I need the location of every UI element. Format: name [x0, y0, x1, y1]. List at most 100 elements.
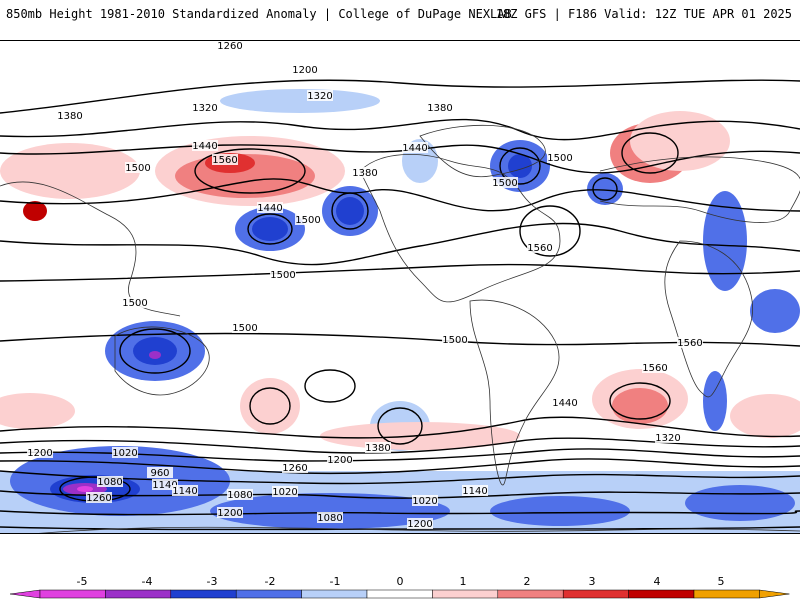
contour-label: 1200: [27, 448, 52, 459]
contour-label: 1560: [677, 338, 702, 349]
colorbar-segment: [432, 589, 499, 599]
contour-label-bg: [57, 110, 83, 121]
contour-label-bg: [192, 140, 218, 151]
contour-label-bg: [147, 467, 173, 478]
contour-label: 1500: [232, 323, 257, 334]
anomaly-map: 1260 1200 1320 1380 1320 1380 1440 1500 1560 1500…: [0, 41, 800, 533]
contour-label-bg: [217, 41, 243, 51]
contour-label: 1500: [125, 163, 150, 174]
colorbar-segment: [170, 589, 237, 599]
colorbar-segment: [235, 589, 302, 599]
contour-label-bg: [655, 432, 681, 443]
contour-label-bg: [272, 486, 298, 497]
header: 850mb Height 1981-2010 Standardized Anom…: [0, 0, 800, 28]
contour-label-bg: [125, 162, 151, 173]
contour-label: 1080: [317, 513, 342, 524]
contour-label: 1320: [192, 103, 217, 114]
colorbar-segment: [693, 589, 760, 599]
model-run-title: 18Z GFS | F186 Valid: 12Z TUE APR 01 202…: [495, 7, 792, 21]
contour-label: 1080: [227, 490, 252, 501]
contour-label: 1560: [527, 243, 552, 254]
contour-label-bg: [402, 142, 428, 153]
contour-label-bg: [327, 454, 353, 465]
colorbar-tick-label: -1: [329, 575, 341, 588]
contour-label-bg: [317, 512, 343, 523]
contour-label: 1500: [270, 270, 295, 281]
colorbar-segment: [562, 589, 629, 599]
contour-label: 1440: [257, 203, 282, 214]
contour-label-bg: [295, 214, 321, 225]
contour-label-bg: [212, 154, 238, 165]
contour-label: 1260: [217, 41, 242, 52]
colorbar-left-arrow: [9, 589, 41, 599]
contour-label-bg: [407, 518, 433, 529]
contour-label: 1200: [217, 508, 242, 519]
colorbar-tick-label: 1: [459, 575, 467, 588]
contour-label: 1020: [112, 448, 137, 459]
contour-label-bg: [112, 447, 138, 458]
contour-label-bg: [552, 397, 578, 408]
colorbar-segment: [628, 589, 695, 599]
map-panel: 1260 1200 1320 1380 1320 1380 1440 1500 1560 1500…: [0, 40, 800, 534]
contour-label-bg: [282, 462, 308, 473]
product-title: 850mb Height 1981-2010 Standardized Anom…: [6, 7, 512, 21]
colorbar-strip: [9, 589, 790, 599]
contour-label: 1560: [212, 155, 237, 166]
contour-label-bg: [257, 202, 283, 213]
colorbar-segment: [105, 589, 172, 599]
contour-label-bg: [492, 177, 518, 188]
colorbar-right-arrow: [759, 589, 790, 599]
contour-label: 1020: [412, 496, 437, 507]
contour-label-bg: [427, 102, 453, 113]
contour-label: 1200: [327, 455, 352, 466]
colorbar-tick-label: 5: [717, 575, 725, 588]
colorbar-segment: [301, 589, 368, 599]
contour-label-bg: [227, 489, 253, 500]
colorbar-tick-label: 4: [653, 575, 661, 588]
contour-label-bg: [547, 152, 573, 163]
contour-label: 1500: [122, 298, 147, 309]
contour-label: 1380: [427, 103, 452, 114]
colorbar-segment: [39, 589, 106, 599]
contour-label-bg: [270, 269, 296, 280]
contour-label-bg: [307, 90, 333, 101]
contour-label: 1440: [192, 141, 217, 152]
contour-label-bg: [442, 334, 468, 345]
colorbar-tick-label: 0: [396, 575, 404, 588]
contour-label-bg: [527, 242, 553, 253]
colorbar-tick-label: 2: [523, 575, 531, 588]
contour-label-bg: [412, 495, 438, 506]
contour-label: 1380: [365, 443, 390, 454]
contour-label: 1440: [402, 143, 427, 154]
contour-label: 1500: [547, 153, 572, 164]
colorbar-segment: [497, 589, 564, 599]
contour-label-bg: [122, 297, 148, 308]
contour-label: 1140: [462, 486, 487, 497]
contour-label: 1560: [642, 363, 667, 374]
colorbar-segment: [366, 589, 433, 599]
contour-label: 1500: [492, 178, 517, 189]
colorbar-tick-label: -4: [141, 575, 153, 588]
contour-label: 1020: [272, 487, 297, 498]
colorbar: [0, 570, 800, 600]
contour-label: 1320: [655, 433, 680, 444]
contour-label: 1080: [97, 477, 122, 488]
colorbar-tick-label: -5: [76, 575, 88, 588]
contour-label: 1260: [86, 493, 111, 504]
contour-label: 1320: [307, 91, 332, 102]
contour-label-bg: [462, 485, 488, 496]
contour-label-bg: [217, 507, 243, 518]
contour-label-bg: [192, 102, 218, 113]
contour-label-bg: [232, 322, 258, 333]
colorbar-tick-label: 3: [588, 575, 596, 588]
anomaly-shading: [0, 89, 800, 533]
contour-label: 1140: [172, 486, 197, 497]
contour-label-bg: [677, 337, 703, 348]
contour-label: 1380: [57, 111, 82, 122]
contour-label-bg: [27, 447, 53, 458]
contour-label: 1140: [152, 480, 177, 491]
contour-label: 1200: [407, 519, 432, 530]
contour-label-bg: [292, 64, 318, 75]
contour-label-bg: [152, 479, 178, 490]
colorbar-tick-label: -2: [264, 575, 276, 588]
